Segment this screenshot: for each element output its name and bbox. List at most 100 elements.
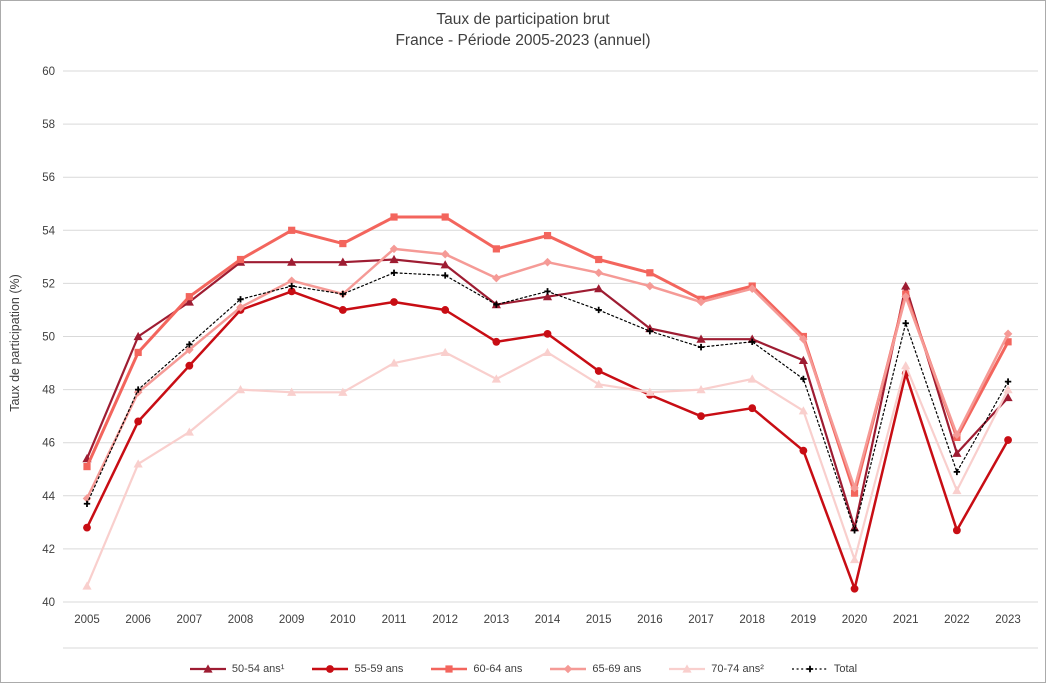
data-point-marker [1004, 378, 1012, 385]
data-point-marker [800, 375, 807, 383]
legend-label-65-69-ans: 65-69 ans [592, 663, 642, 675]
data-point-marker [850, 584, 859, 593]
data-point-marker [133, 459, 143, 468]
data-point-marker [799, 446, 808, 455]
data-point-marker [186, 341, 193, 348]
data-point-marker [441, 213, 449, 221]
data-point-marker [389, 244, 399, 254]
legend-swatch-50-54-ans1 [189, 664, 226, 673]
data-point-marker [236, 255, 245, 264]
x-tick-label: 2008 [228, 614, 254, 626]
series-70-74-ans2 [82, 347, 1013, 590]
data-point-marker [1003, 385, 1013, 394]
data-point-marker [441, 272, 449, 279]
data-point-marker [390, 298, 398, 306]
data-point-marker [1004, 338, 1012, 346]
data-point-marker [440, 347, 450, 357]
data-point-marker [184, 297, 194, 306]
legend-swatch-55-59-ans [312, 665, 349, 673]
x-tick-label: 2012 [432, 614, 458, 626]
data-point-marker [594, 284, 604, 293]
x-tick-label: 2017 [688, 614, 714, 626]
data-point-marker [696, 334, 706, 343]
x-tick-label: 2011 [382, 614, 407, 626]
data-point-marker [389, 358, 399, 367]
data-point-marker [288, 282, 295, 290]
data-point-marker [326, 665, 335, 673]
data-point-marker [646, 269, 654, 277]
data-point-marker [83, 462, 91, 471]
y-tick-label: 42 [42, 544, 55, 556]
y-tick-label: 56 [42, 172, 55, 184]
data-point-marker [287, 276, 296, 286]
data-point-marker [682, 664, 692, 673]
y-axis-title: Taux de participation (%) [8, 274, 22, 412]
data-point-marker [492, 337, 501, 346]
data-point-marker [338, 257, 348, 266]
legend-swatch-total [791, 665, 828, 673]
data-point-marker [82, 494, 92, 503]
data-point-marker [185, 293, 193, 301]
data-point-marker [806, 665, 814, 673]
x-tick-label: 2020 [842, 614, 868, 626]
data-point-marker [288, 226, 296, 234]
data-point-marker [851, 527, 858, 534]
chart-title-line2: France - Période 2005-2023 (annuel) [395, 32, 651, 49]
data-point-marker [82, 581, 92, 590]
data-point-marker [1004, 436, 1012, 444]
data-point-marker [952, 485, 962, 495]
x-tick-label: 2013 [484, 614, 510, 626]
data-point-marker [953, 468, 961, 476]
data-point-marker [645, 387, 655, 396]
x-tick-label: 2021 [893, 614, 919, 626]
x-tick-label: 2014 [535, 614, 561, 626]
data-point-marker [850, 489, 859, 497]
data-point-marker [134, 348, 142, 357]
data-point-marker [902, 320, 909, 327]
data-point-marker [595, 255, 603, 264]
data-point-marker [440, 260, 450, 269]
data-point-marker [83, 523, 91, 532]
data-point-marker [235, 385, 246, 394]
data-point-marker [798, 406, 808, 415]
data-point-marker [339, 290, 347, 298]
data-point-marker [564, 664, 573, 674]
data-point-marker [184, 427, 194, 436]
data-point-marker [390, 269, 398, 276]
data-point-marker [338, 387, 348, 396]
data-point-marker [952, 526, 961, 535]
data-point-marker [542, 347, 553, 357]
series-total [83, 269, 1012, 534]
x-tick-label: 2009 [279, 614, 305, 626]
x-tick-label: 2023 [995, 614, 1021, 626]
y-tick-label: 46 [42, 438, 55, 450]
data-point-marker [594, 367, 603, 375]
data-point-marker [594, 268, 603, 278]
data-point-marker [287, 287, 296, 296]
x-tick-label: 2018 [739, 614, 765, 626]
x-tick-label: 2007 [177, 614, 203, 626]
data-point-marker [748, 404, 757, 413]
data-point-marker [543, 232, 552, 240]
data-point-marker [287, 257, 297, 266]
legend-item-50-54-ans1: 50-54 ans¹ [189, 663, 284, 675]
data-point-marker [203, 664, 213, 673]
legend-swatch-60-64-ans [431, 665, 468, 673]
data-point-marker [543, 257, 552, 267]
legend-item-60-64-ans: 60-64 ans [430, 663, 522, 675]
x-tick-label: 2010 [330, 614, 356, 626]
chart-legend: 50-54 ans¹ 55-59 ans 60-64 ans 65-69 ans 70-… [1, 663, 1045, 675]
data-point-marker [595, 306, 602, 314]
data-point-marker [390, 213, 398, 221]
legend-item-55-59-ans: 55-59 ans [311, 663, 403, 675]
data-point-marker [236, 302, 245, 312]
series-line-65-69-ans [85, 247, 1010, 500]
y-tick-label: 50 [42, 332, 55, 344]
legend-swatch-70-74-ans2 [669, 664, 706, 673]
legend-label-70-74-ans2: 70-74 ans² [711, 663, 764, 675]
data-point-marker [287, 387, 297, 396]
data-point-marker [440, 249, 450, 259]
data-point-marker [389, 254, 399, 264]
data-point-marker [1003, 329, 1013, 339]
